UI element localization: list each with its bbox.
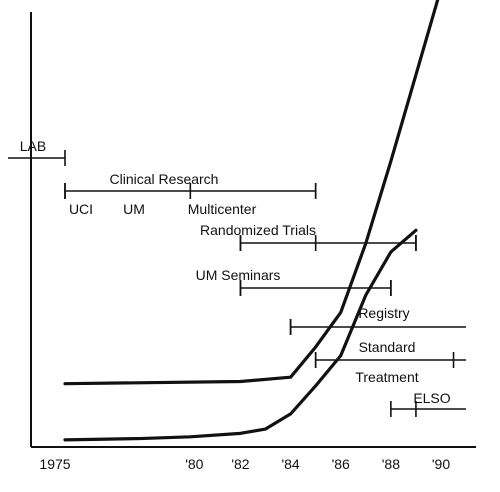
x-tick-label: '84 bbox=[281, 456, 299, 472]
series-line-1 bbox=[63, 0, 440, 386]
x-tick-label: '82 bbox=[231, 456, 249, 472]
timeline-label: Registry bbox=[358, 305, 409, 321]
timeline-5: Standard Treatment bbox=[314, 339, 467, 385]
x-tick-label: '80 bbox=[185, 456, 203, 472]
timeline-label: Standard bbox=[359, 339, 416, 355]
x-tick-label: 1975 bbox=[39, 456, 70, 472]
x-ticks: 1975 '80 '82 '84 '86 '88 '90 bbox=[39, 456, 450, 472]
timeline-4: Registry bbox=[289, 305, 467, 335]
timeline-label: ELSO bbox=[413, 390, 450, 406]
x-tick-label: '90 bbox=[432, 456, 450, 472]
timeline-sub-label: UM bbox=[123, 201, 145, 217]
series-line-0 bbox=[63, 228, 418, 442]
timeline-label: LAB bbox=[20, 138, 46, 154]
x-tick-label: '88 bbox=[382, 456, 400, 472]
timeline-label-2: Treatment bbox=[355, 369, 418, 385]
timeline-label: Clinical Research bbox=[110, 171, 219, 187]
timeline-sub-label: UCI bbox=[69, 201, 93, 217]
x-tick-label: '86 bbox=[332, 456, 350, 472]
timeline-6: ELSO bbox=[390, 390, 467, 417]
timeline-bars: LAB Clinical Research UCI UM Multicenter Rand… bbox=[8, 138, 467, 417]
timeline-label: Randomized Trials bbox=[200, 222, 316, 238]
series-lines bbox=[63, 0, 440, 442]
timeline-0: LAB bbox=[8, 138, 66, 166]
timeline-3: UM Seminars bbox=[196, 267, 392, 296]
timeline-1: Clinical Research UCI UM Multicenter bbox=[64, 171, 317, 217]
timeline-sub-label: Multicenter bbox=[188, 201, 257, 217]
axes bbox=[30, 12, 476, 448]
timeline-2: Randomized Trials bbox=[200, 222, 417, 251]
timeline-label: UM Seminars bbox=[196, 267, 281, 283]
